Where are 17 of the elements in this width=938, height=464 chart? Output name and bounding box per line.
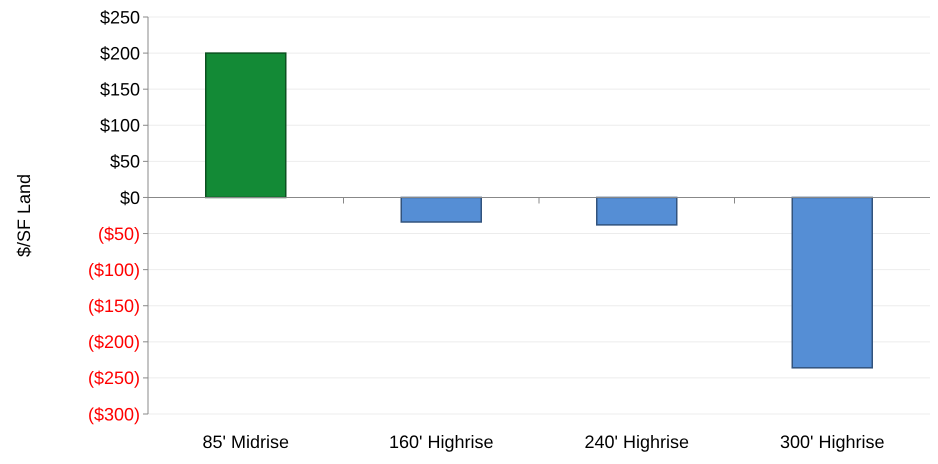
y-tick-label: ($200) — [88, 332, 140, 352]
y-tick-label: ($250) — [88, 368, 140, 388]
y-tick-label: $50 — [110, 152, 140, 172]
y-tick-label: ($150) — [88, 296, 140, 316]
y-axis-title: $/SF Land — [14, 174, 34, 258]
x-tick-label: 240' Highrise — [584, 432, 689, 452]
y-tick-label: $200 — [100, 43, 140, 64]
y-tick-label: $100 — [100, 116, 140, 136]
x-tick-label: 85' Midrise — [202, 432, 289, 452]
y-tick-label: $0 — [120, 188, 140, 208]
y-tick-label: $150 — [100, 79, 140, 100]
y-tick-label: $250 — [100, 7, 140, 28]
y-tick-label: ($300) — [88, 404, 140, 424]
x-tick-label: 300' Highrise — [780, 432, 884, 452]
x-tick-label: 160' Highrise — [389, 432, 494, 452]
y-tick-label: ($50) — [98, 224, 140, 244]
y-tick-label: ($100) — [88, 260, 140, 280]
